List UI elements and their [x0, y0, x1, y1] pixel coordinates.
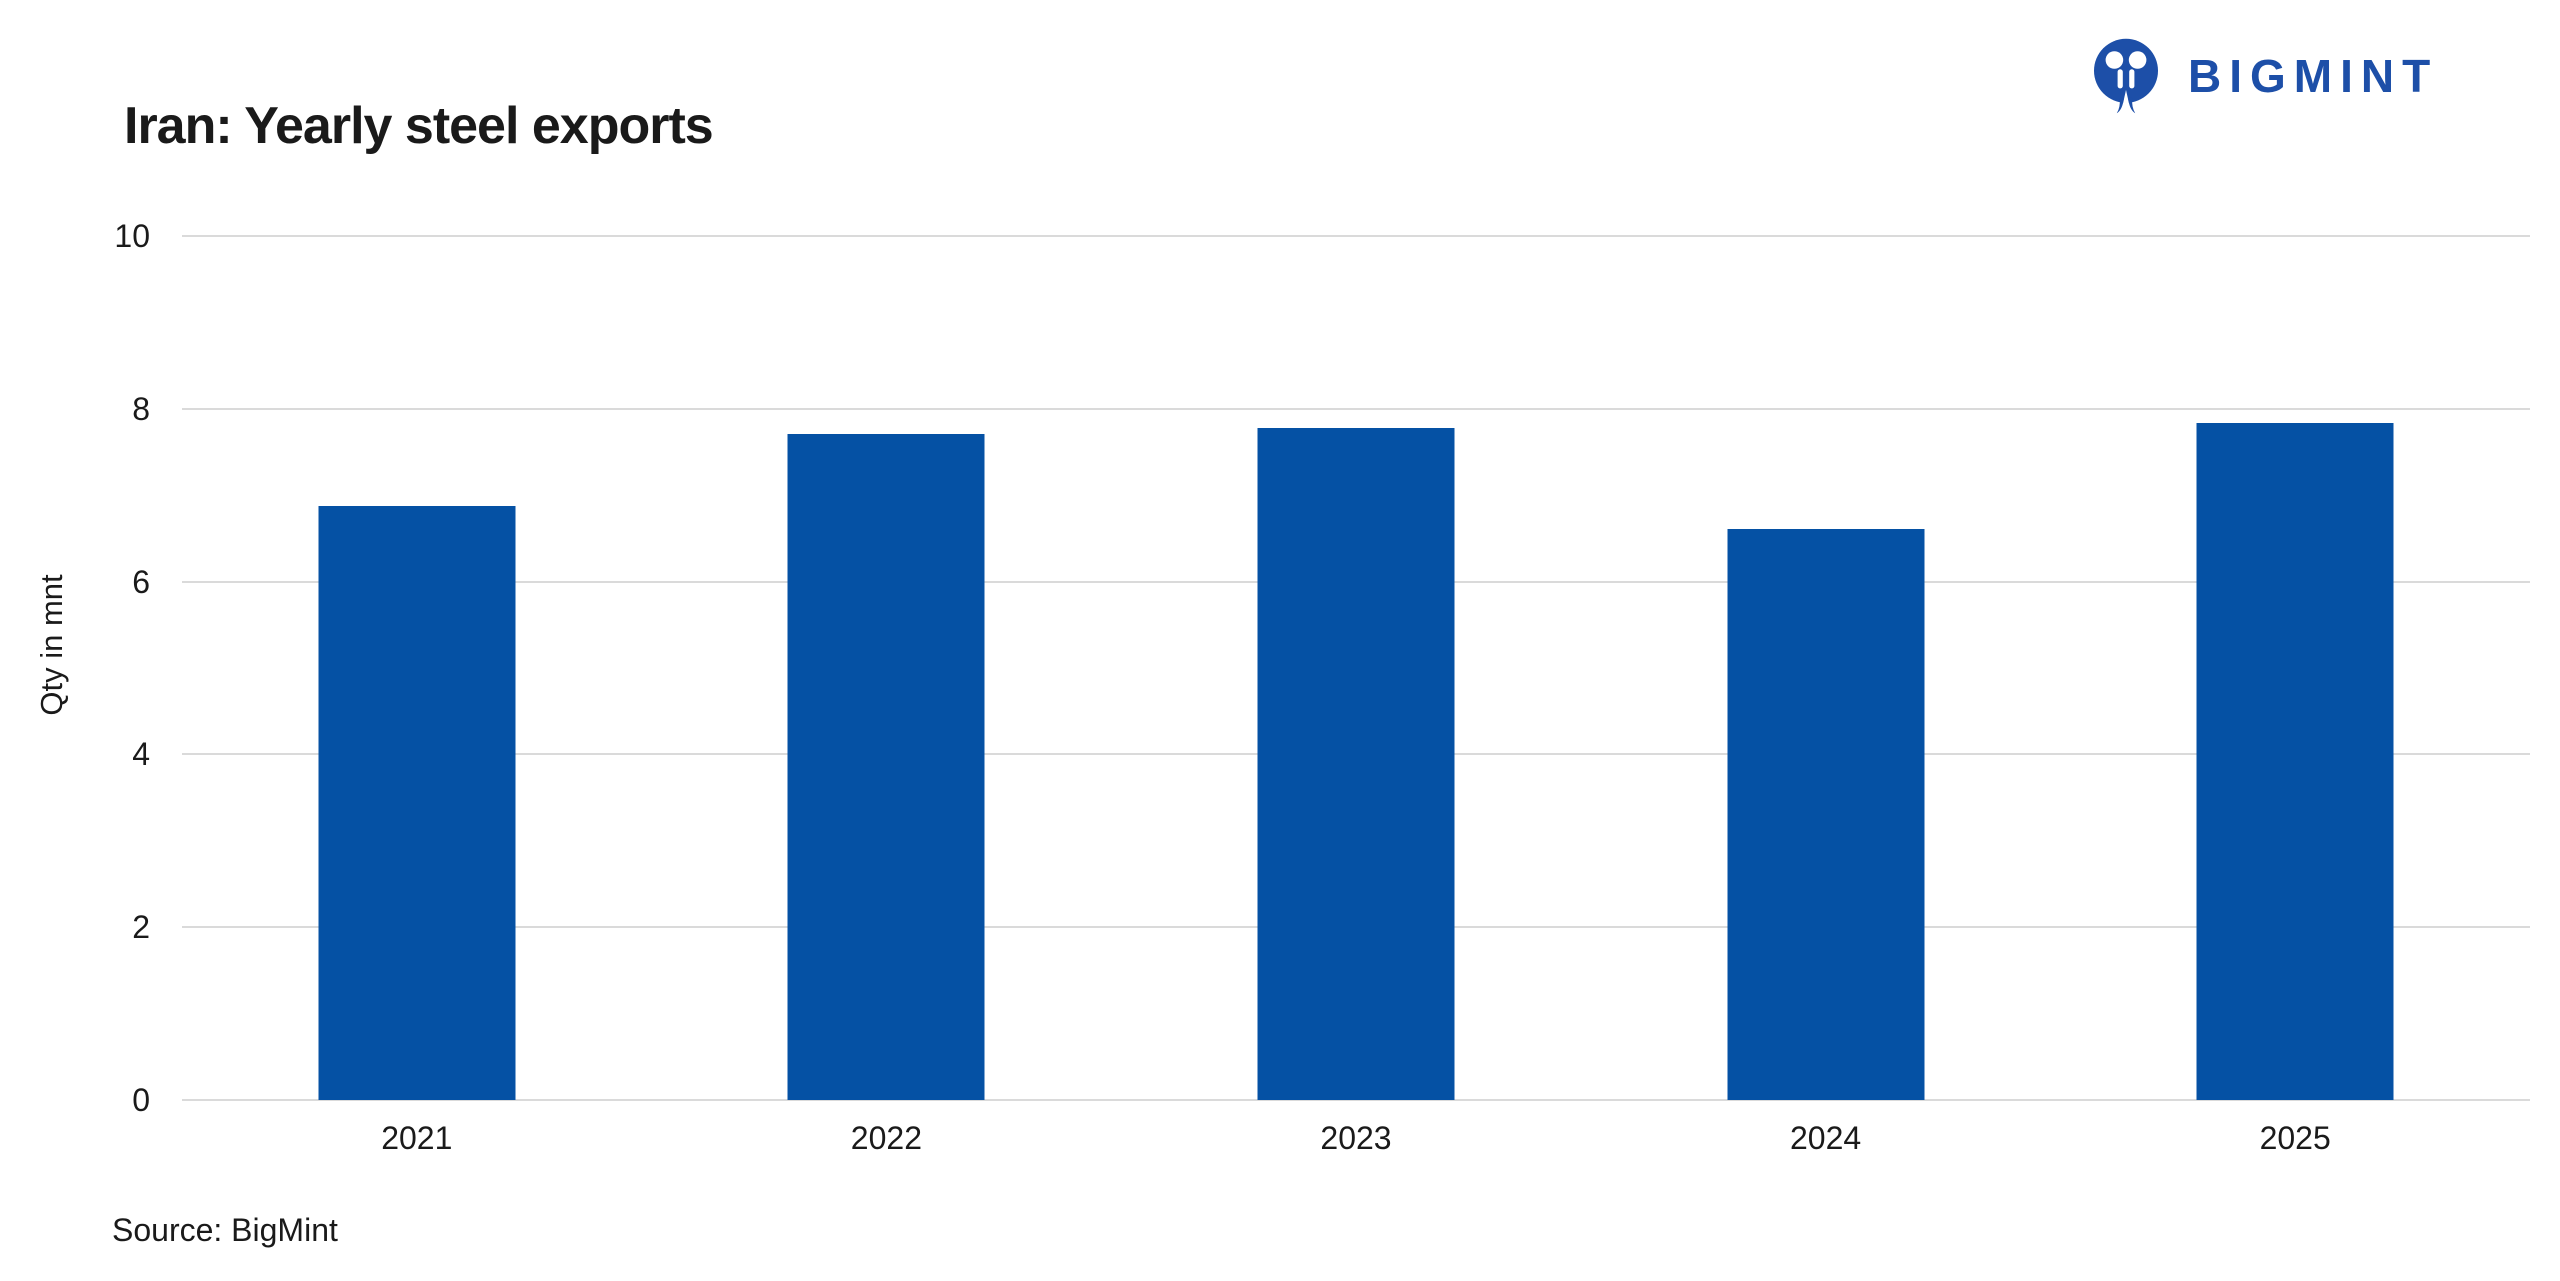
y-tick-label: 10 [114, 218, 150, 254]
source-note: Source: BigMint [112, 1212, 338, 1248]
bar-slot [182, 236, 652, 1100]
gridline [182, 1099, 2530, 1101]
x-tick-label: 2022 [850, 1120, 922, 1156]
bar-slot [1121, 236, 1591, 1100]
y-tick-label: 2 [132, 909, 150, 946]
x-tick-label: 2021 [381, 1120, 453, 1156]
x-axis-labels: 2021 2022 2023 2024 2025 [182, 1118, 2530, 1158]
x-tick-label: 2025 [2259, 1120, 2331, 1156]
y-tick-label: 6 [132, 563, 150, 600]
plot-area [182, 235, 2530, 1101]
x-tick-label: 2023 [1320, 1120, 1392, 1156]
y-tick-label: 4 [132, 736, 150, 773]
bigmint-logo-icon [2094, 38, 2158, 114]
gridline [182, 407, 2530, 410]
page-title: Iran: Yearly steel exports [124, 97, 714, 155]
y-tick-label: 8 [132, 390, 150, 427]
bar-2021 [318, 506, 516, 1100]
bigmint-logo: BIGMINT [2086, 34, 2438, 118]
bars [182, 236, 2530, 1100]
bar-slot [1591, 236, 2061, 1100]
bigmint-logo-text: BIGMINT [2188, 50, 2439, 102]
bar-2023 [1257, 427, 1455, 1100]
y-axis-labels: 0 2 4 6 8 10 [0, 218, 150, 1118]
x-tick-label: 2024 [1789, 1120, 1862, 1156]
bar-2025 [2196, 422, 2394, 1100]
bar-2024 [1727, 528, 1925, 1100]
bar-slot [2060, 236, 2530, 1100]
bar-slot [652, 236, 1122, 1100]
bar-2022 [787, 433, 985, 1100]
gridline [182, 235, 2530, 237]
y-tick-label: 0 [132, 1082, 150, 1118]
